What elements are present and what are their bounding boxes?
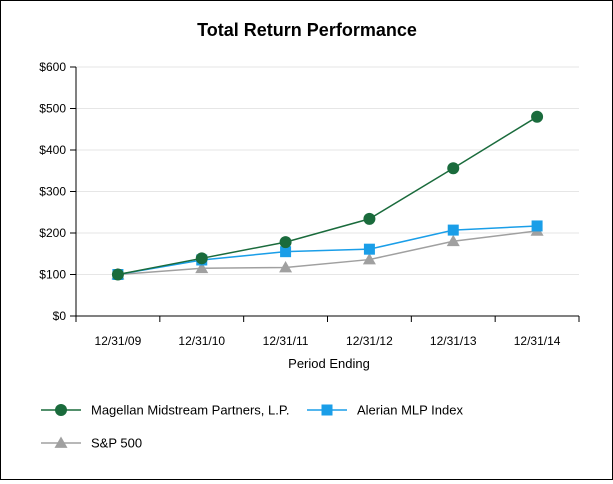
y-tick-label: $500 (39, 102, 66, 116)
data-point (446, 234, 460, 247)
data-point (280, 246, 292, 258)
legend-item: S&P 500 (41, 436, 142, 451)
series-0 (111, 110, 544, 281)
data-point (195, 252, 208, 265)
y-tick-labels: $0 $100 $200 $300 $400 $500 $600 (39, 60, 66, 323)
data-point (363, 243, 375, 255)
x-tick-label: 12/31/13 (430, 334, 477, 348)
series-lines (111, 110, 544, 281)
legend-label: Alerian MLP Index (357, 403, 463, 418)
y-tick-label: $0 (53, 309, 67, 323)
data-point (363, 212, 376, 225)
series-line (117, 225, 538, 276)
series-line (117, 116, 538, 276)
legend: Magellan Midstream Partners, L.P. Alerian… (41, 403, 463, 451)
data-point (279, 236, 292, 249)
y-tick-label: $200 (39, 226, 66, 240)
y-tick-label: $400 (39, 143, 66, 157)
data-point (531, 110, 544, 123)
data-point (362, 253, 376, 265)
legend-label: Magellan Midstream Partners, L.P. (91, 403, 289, 418)
data-point (111, 268, 124, 281)
legend-item: Alerian MLP Index (307, 403, 463, 418)
y-tick-label: $300 (39, 185, 66, 199)
series-line (117, 230, 538, 276)
data-point (531, 220, 543, 232)
x-tick-label: 12/31/11 (263, 334, 309, 348)
data-point (279, 260, 293, 273)
legend-marker (321, 404, 333, 416)
series-1 (112, 220, 543, 280)
data-point (447, 162, 460, 175)
axes (70, 66, 580, 322)
x-tick-labels: 12/31/09 12/31/10 12/31/11 12/31/12 12/31/13… (95, 334, 561, 348)
legend-item: Magellan Midstream Partners, L.P. (41, 403, 289, 418)
y-tick-label: $100 (39, 268, 66, 282)
x-tick-label: 12/31/12 (346, 334, 393, 348)
x-tick-label: 12/31/14 (514, 334, 561, 348)
x-axis-label: Period Ending (288, 356, 370, 371)
data-point (447, 224, 459, 236)
legend-marker (55, 404, 67, 416)
data-point (195, 261, 209, 274)
legend-label: S&P 500 (91, 436, 142, 451)
chart-title: Total Return Performance (197, 20, 417, 40)
x-tick-label: 12/31/10 (178, 334, 225, 348)
gridlines (76, 66, 579, 275)
x-tick-label: 12/31/09 (95, 334, 142, 348)
legend-marker (54, 436, 68, 448)
y-tick-label: $600 (39, 60, 66, 74)
